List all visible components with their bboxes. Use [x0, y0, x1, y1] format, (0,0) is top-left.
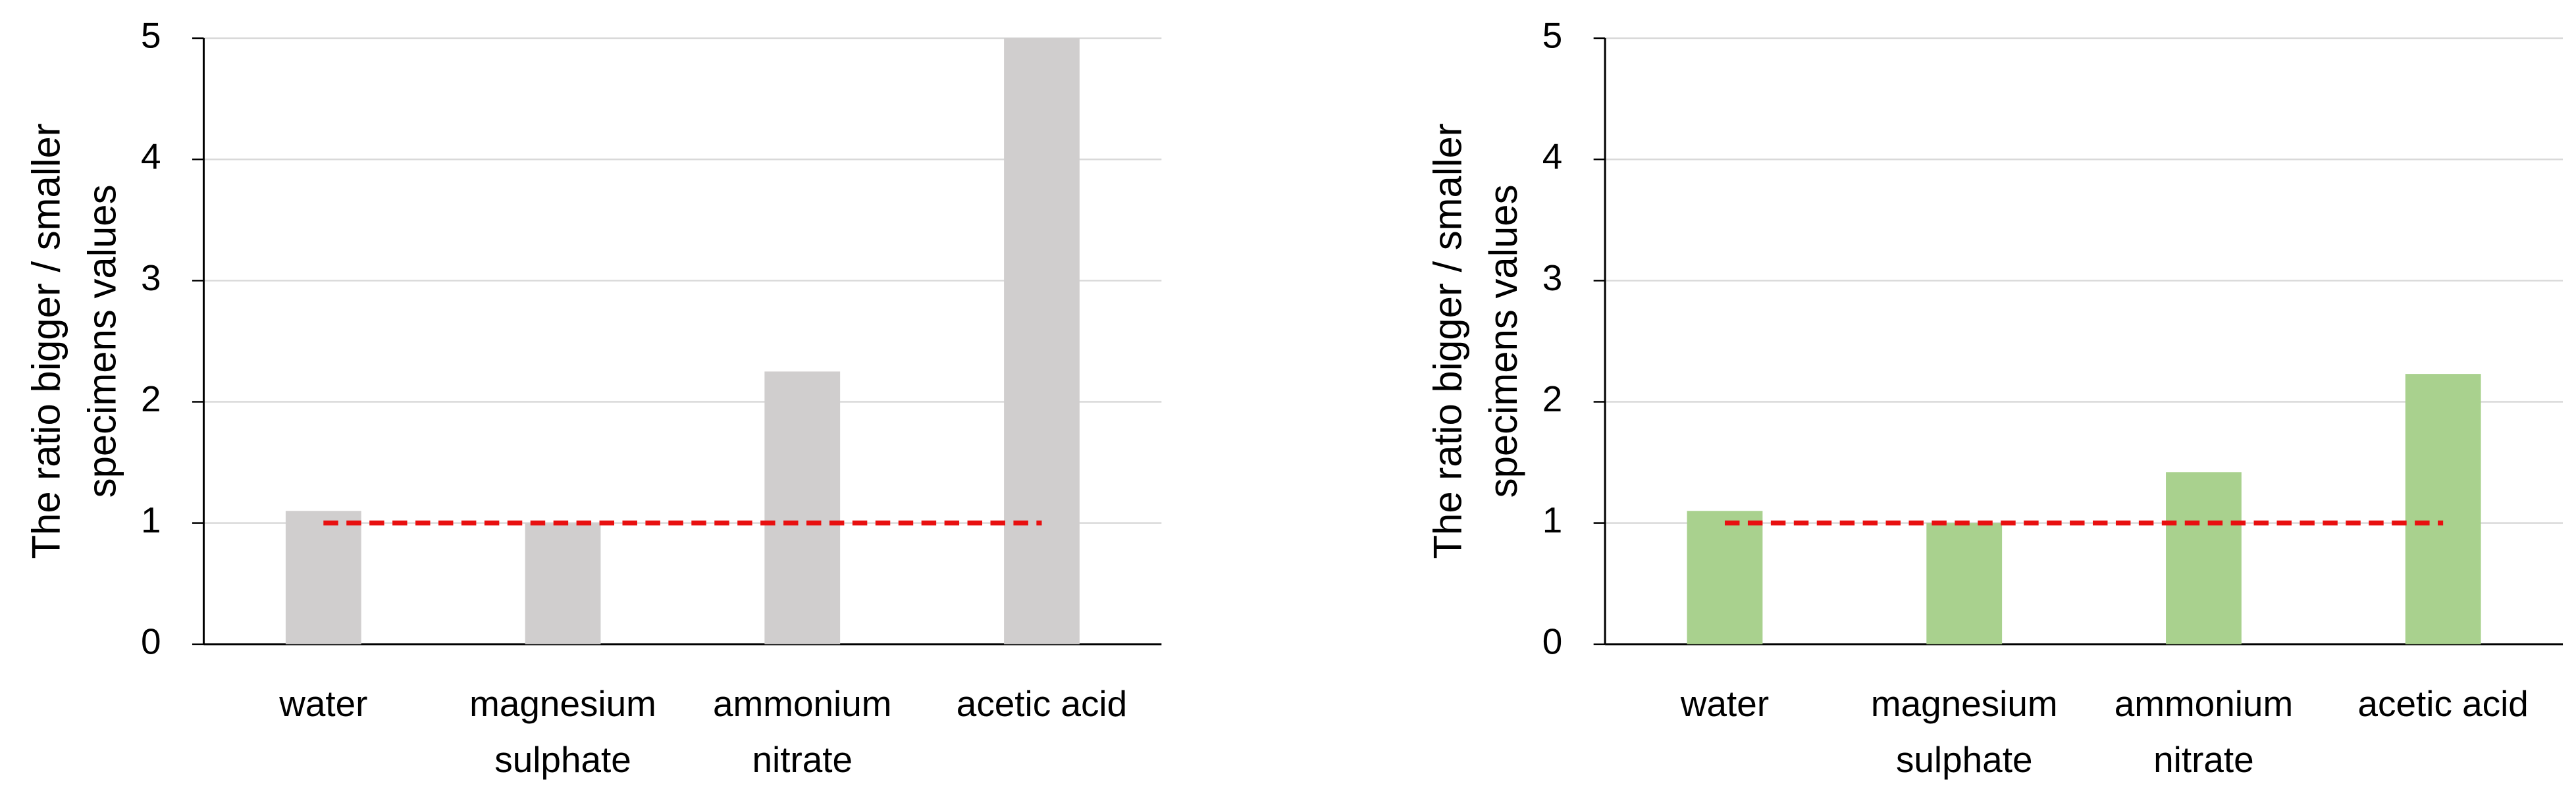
bar	[1004, 38, 1080, 644]
y-tick-label: 1	[1542, 500, 1563, 540]
x-tick-label: magnesium	[1871, 683, 2058, 724]
x-tick-label: acetic acid	[957, 683, 1127, 724]
y-tick-label: 1	[141, 500, 161, 540]
y-tick-label: 4	[141, 136, 161, 177]
y-axis-label: specimens values	[80, 184, 124, 498]
x-tick-label: nitrate	[752, 739, 853, 780]
y-axis-label: The ratio bigger / smaller	[24, 123, 68, 559]
x-tick-label: sulphate	[494, 739, 631, 780]
y-tick-label: 0	[141, 621, 161, 661]
x-tick-label: acetic acid	[2358, 683, 2529, 724]
y-tick-label: 0	[1542, 621, 1563, 661]
y-axis-label: The ratio bigger / smaller	[1425, 123, 1469, 559]
x-tick-label: ammonium	[2115, 683, 2293, 724]
y-tick-label: 5	[1542, 14, 1563, 55]
bar	[2166, 472, 2242, 644]
y-tick-label: 3	[1542, 257, 1563, 298]
x-tick-label: ammonium	[713, 683, 891, 724]
x-tick-label: sulphate	[1896, 739, 2033, 780]
y-tick-label: 2	[1542, 378, 1563, 419]
bar	[1687, 511, 1763, 644]
y-tick-label: 3	[141, 257, 161, 298]
bar	[525, 523, 601, 644]
y-tick-label: 5	[141, 14, 161, 55]
y-axis-label: specimens values	[1481, 184, 1525, 498]
bar	[2405, 374, 2481, 644]
bar	[764, 371, 841, 644]
bar	[285, 511, 361, 644]
y-tick-label: 2	[141, 378, 161, 419]
x-tick-label: water	[1680, 683, 1769, 724]
x-tick-label: magnesium	[469, 683, 656, 724]
x-tick-label: water	[278, 683, 367, 724]
bar	[1926, 523, 2003, 644]
x-tick-label: nitrate	[2153, 739, 2254, 780]
y-tick-label: 4	[1542, 136, 1563, 177]
